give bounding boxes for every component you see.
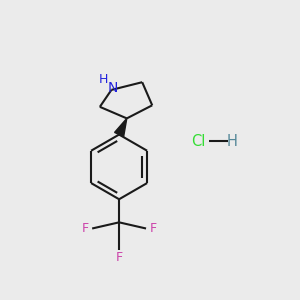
Text: H: H [99, 73, 108, 85]
Polygon shape [115, 118, 127, 137]
Text: N: N [108, 81, 118, 94]
Text: F: F [116, 251, 123, 264]
Text: F: F [149, 222, 157, 235]
Text: F: F [82, 222, 89, 235]
Text: H: H [227, 134, 238, 149]
Text: Cl: Cl [191, 134, 206, 149]
